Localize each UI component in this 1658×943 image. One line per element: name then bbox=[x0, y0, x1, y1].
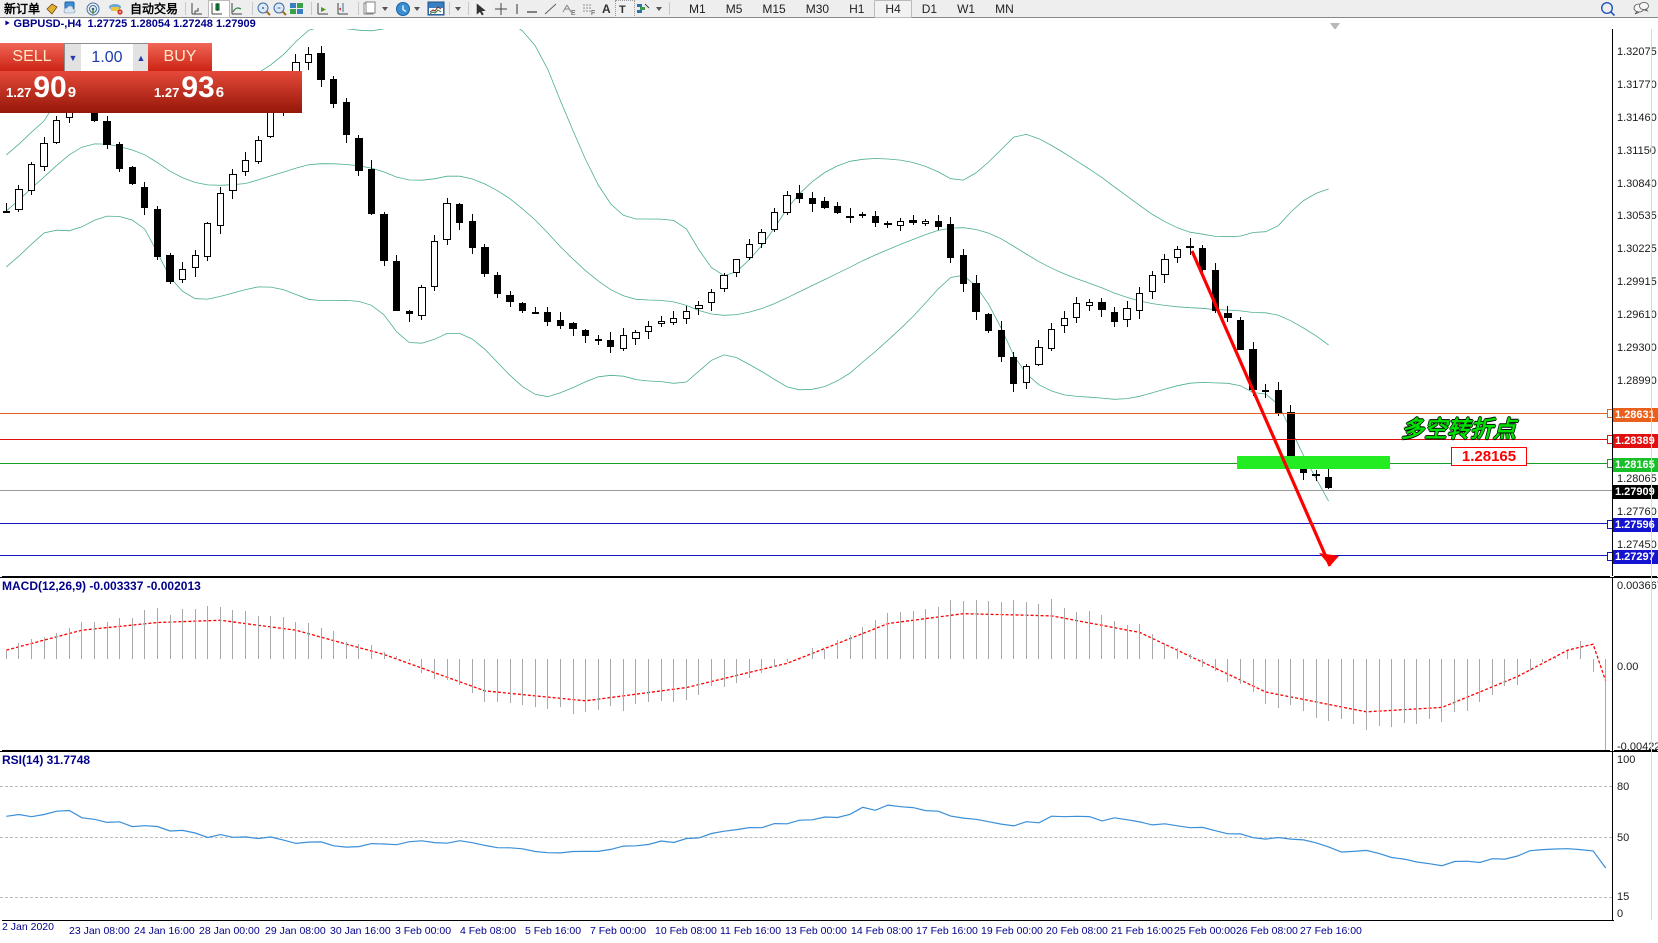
svg-text:F: F bbox=[591, 10, 595, 17]
svg-text:T: T bbox=[619, 4, 626, 16]
svg-text:E: E bbox=[571, 10, 576, 17]
svg-text:A: A bbox=[602, 2, 611, 16]
